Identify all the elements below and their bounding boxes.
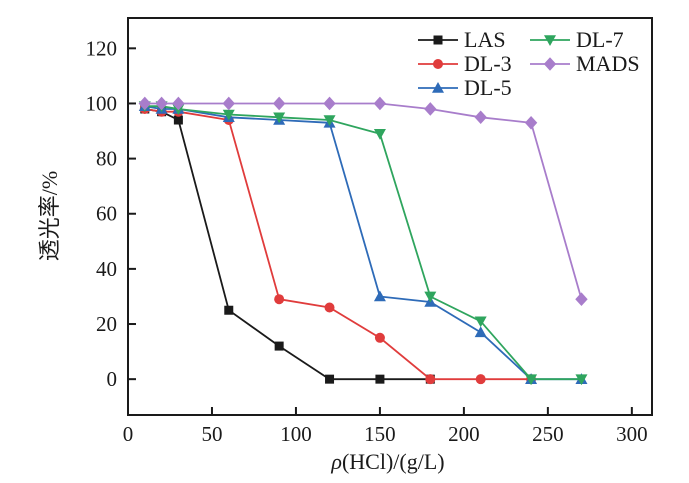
legend-marker-icon (433, 35, 443, 45)
series-marker (172, 96, 185, 111)
series-marker (474, 110, 487, 125)
y-tick-label: 60 (96, 202, 117, 226)
series-MADS (138, 96, 588, 307)
y-tick-label: 0 (107, 367, 118, 391)
y-tick-label: 80 (96, 147, 117, 171)
y-tick-label: 100 (86, 91, 118, 115)
series-marker (375, 374, 385, 384)
series-marker (222, 96, 235, 111)
series-marker (474, 326, 487, 338)
series-marker (222, 109, 235, 121)
series-marker (474, 316, 487, 328)
x-tick-label: 200 (448, 422, 480, 446)
series-marker (424, 102, 437, 116)
x-axis-label: ρ(HCl)/(g/L) (330, 449, 444, 474)
series-DL-7 (138, 101, 588, 386)
legend-item-DL-3: DL-3 (418, 51, 512, 76)
series-marker (575, 374, 588, 386)
legend-marker-icon (544, 35, 556, 46)
y-tick-label: 120 (86, 36, 118, 60)
y-tick-label: 20 (96, 312, 117, 336)
legend-item-MADS: MADS (530, 51, 640, 76)
y-tick-label: 40 (96, 257, 117, 281)
legend-label: DL-5 (464, 75, 512, 100)
series-marker (325, 374, 335, 384)
x-tick-label: 0 (123, 422, 134, 446)
legend-marker-icon (432, 82, 444, 93)
series-DL-5 (138, 100, 588, 384)
legend-label: MADS (576, 51, 640, 76)
series-marker (224, 305, 234, 315)
series-marker (373, 96, 387, 111)
series-marker (138, 96, 151, 111)
x-tick-label: 250 (532, 422, 564, 446)
series-marker (373, 128, 386, 140)
series-DL-3 (139, 103, 537, 385)
series-marker (475, 374, 486, 385)
series-marker (274, 341, 284, 351)
series-marker (272, 96, 286, 111)
series-marker (373, 290, 386, 302)
legend-marker-icon (433, 59, 443, 69)
legend-item-DL-5: DL-5 (418, 75, 512, 100)
legend-item-LAS: LAS (418, 27, 506, 52)
series-marker (424, 291, 437, 303)
x-tick-label: 150 (364, 422, 396, 446)
series-marker (323, 96, 336, 111)
x-axis-label-units: (HCl)/(g/L) (342, 449, 445, 474)
series-marker (273, 112, 286, 124)
series-marker (274, 294, 285, 305)
x-tick-label: 300 (616, 422, 648, 446)
series-marker (173, 115, 183, 125)
series-marker (374, 332, 385, 343)
series-marker (425, 374, 436, 385)
x-tick-label: 50 (201, 422, 222, 446)
series-line (144, 108, 532, 381)
series-marker (575, 292, 588, 307)
series-marker (324, 302, 335, 313)
x-tick-label: 100 (280, 422, 312, 446)
plot-area: 0 50 100 150 200 250 300 0 20 40 60 80 100 120 LASDL-3… (86, 17, 653, 446)
series-line (144, 108, 431, 381)
series-marker (323, 115, 336, 127)
series-LAS (140, 104, 435, 384)
legend-marker-icon (543, 57, 557, 71)
series-marker (524, 115, 538, 130)
series-line (144, 102, 583, 300)
legend-label: DL-3 (464, 51, 512, 76)
series-marker (525, 374, 538, 386)
legend-item-DL-7: DL-7 (530, 27, 624, 52)
series-marker (155, 96, 168, 111)
x-axis-label-symbol: ρ (330, 449, 342, 474)
legend-label: DL-7 (576, 27, 624, 52)
plot-frame (127, 17, 653, 416)
y-axis-label: 透光率/% (37, 171, 62, 261)
legend-label: LAS (464, 27, 506, 52)
